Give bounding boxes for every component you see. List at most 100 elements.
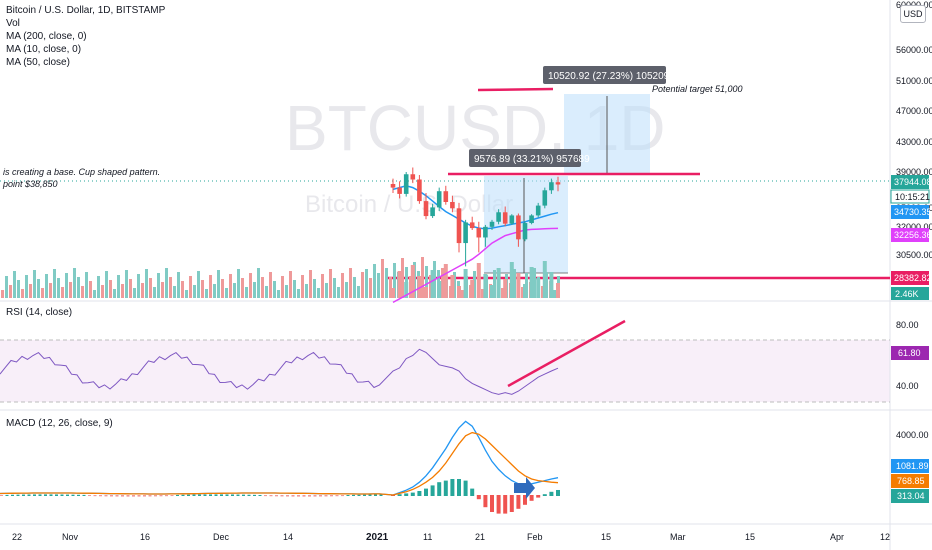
macd-hist-bar: [424, 488, 428, 496]
volume-bar: [21, 289, 24, 298]
volume-bar: [61, 287, 64, 298]
macd-hist-bar: [330, 495, 333, 497]
macd-hist-bar: [110, 495, 113, 497]
volume-bar: [233, 283, 236, 298]
macd-hist-bar: [542, 494, 547, 496]
volume-bar: [173, 286, 176, 298]
macd-hist-bar: [509, 495, 514, 512]
volume-bar: [1, 290, 4, 298]
candle-body: [522, 223, 528, 240]
macd-hist-bar: [236, 494, 240, 496]
note-left-2: point $38,850: [2, 179, 58, 189]
volume-bar: [297, 289, 300, 298]
volume-bar: [389, 277, 392, 298]
volume-bar: [181, 281, 184, 298]
indicator-ma200[interactable]: MA (200, close, 0): [6, 31, 87, 42]
rsi-title[interactable]: RSI (14, close): [6, 307, 73, 318]
level-tag: [891, 271, 929, 285]
volume-bar: [257, 268, 260, 298]
macd-lines: [0, 420, 560, 514]
indicator-ma50[interactable]: MA (50, close): [6, 57, 70, 68]
price-pane[interactable]: [0, 0, 890, 300]
volume-bar: [365, 269, 368, 298]
volume-bar: [161, 282, 164, 298]
volume-bar: [503, 279, 508, 298]
candle-body: [496, 212, 501, 222]
volume-bar: [345, 282, 348, 298]
volume-bar: [441, 268, 444, 298]
macd-hist-bar: [324, 495, 328, 497]
rsi-trend-line[interactable]: [507, 319, 626, 388]
macd-hist-bar: [5, 494, 9, 496]
volume-bar: [237, 269, 240, 298]
volume-bar: [421, 257, 424, 298]
macd-hist-bar: [181, 494, 185, 496]
volume-bar: [37, 279, 40, 298]
macd-hist-bar: [437, 482, 442, 496]
volume-bar: [77, 277, 80, 298]
macd-title[interactable]: MACD (12, 26, close, 9): [6, 418, 113, 429]
macd-hist-bar: [374, 494, 377, 496]
volume-bar: [483, 274, 488, 298]
volume-bar: [473, 271, 476, 298]
volume-bar: [536, 278, 541, 298]
volume-bar: [397, 271, 402, 298]
volume-bar: [521, 287, 524, 298]
volume-bar: [69, 282, 72, 298]
macd-hist-bar: [0, 495, 3, 496]
volume-bar: [443, 264, 448, 298]
macd-hist-bar: [231, 494, 234, 496]
volume-bar: [17, 280, 20, 298]
volume-bar: [185, 290, 188, 298]
volume-bar: [281, 276, 284, 298]
macd-hist-bar: [463, 480, 468, 496]
time-axis[interactable]: 22 Nov 16 Dec 14 2021 11 21 Feb 15 Mar 1…: [12, 532, 890, 543]
time-label: 11: [423, 532, 432, 542]
macd-hist-bar: [192, 494, 196, 496]
macd-hist-bar: [137, 495, 141, 497]
candle-body: [436, 191, 442, 208]
macd-hist-bar: [308, 495, 311, 497]
time-label: 15: [601, 532, 611, 542]
macd-hist-bar: [410, 492, 415, 496]
macd-line: [0, 420, 559, 496]
volume-bar: [13, 271, 16, 298]
volume-bar: [97, 276, 100, 298]
macd-hist-bar: [476, 495, 481, 500]
macd-hist-bar: [38, 494, 42, 496]
symbol-line[interactable]: Bitcoin / U.S. Dollar, 1D, BITSTAMP: [6, 5, 166, 16]
volume-bar: [245, 287, 248, 298]
volume-bar: [53, 269, 56, 298]
volume-bar: [105, 271, 108, 298]
volume-bar: [277, 290, 280, 298]
macd-hist-bar: [143, 495, 146, 497]
indicator-vol[interactable]: Vol: [6, 18, 20, 29]
volume-bar: [109, 280, 112, 298]
currency-button[interactable]: USD: [900, 5, 926, 23]
volume-bar: [225, 288, 228, 298]
macd-hist-bar: [556, 489, 560, 496]
volume-bar: [85, 272, 88, 298]
volume-bar: [393, 263, 396, 298]
volume-bar: [321, 274, 324, 298]
signal-line: [0, 431, 559, 496]
volume-tag: [891, 287, 929, 300]
ma10-value: 34730.35: [894, 207, 932, 217]
macd-hist-bar: [470, 488, 475, 496]
target-line[interactable]: [477, 87, 554, 92]
macd-hist-bar: [99, 495, 102, 497]
volume-bar: [409, 276, 412, 298]
volume-bar: [125, 270, 128, 298]
volume-bar: [133, 288, 136, 298]
macd-hist-bar: [549, 491, 554, 496]
indicator-ma10[interactable]: MA (10, close, 0): [6, 44, 82, 55]
macd-hist-bar: [379, 494, 383, 496]
volume-bar: [9, 285, 12, 298]
volume-bar: [317, 288, 320, 298]
price-axis[interactable]: 60000.00 56000.00 51000.00 47000.00 4300…: [896, 0, 932, 260]
watermark-name: Bitcoin / U.S. Dollar: [305, 191, 513, 218]
volume-bar: [417, 276, 422, 298]
volume-bar: [313, 279, 316, 298]
volume-bar: [437, 281, 442, 298]
